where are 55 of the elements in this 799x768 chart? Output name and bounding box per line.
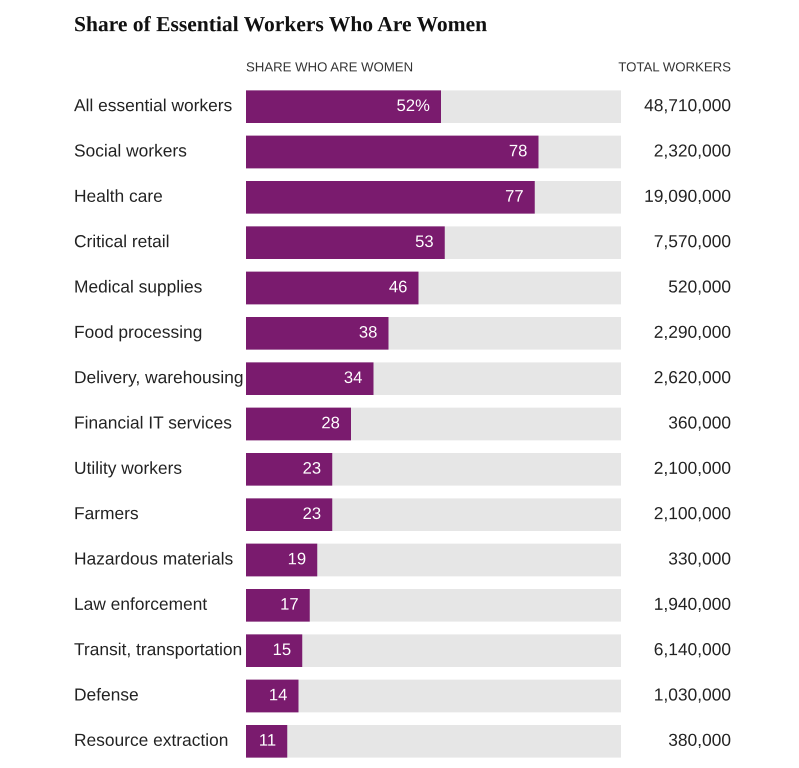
y-tick-label: Utility workers — [75, 461, 182, 478]
y-tick-label: Financial IT services — [75, 416, 232, 429]
bar — [246, 453, 332, 486]
text: 2,320,000 — [654, 144, 730, 159]
data-label: 52% — [397, 99, 430, 112]
y-tick-label: Defense — [75, 688, 138, 701]
bar — [246, 498, 332, 531]
data-label: 15 — [274, 644, 290, 656]
y-tick-label: Transit, transportation — [74, 642, 242, 659]
x-axis-title: SHARE WHO ARE WOMEN — [246, 62, 412, 72]
text: 2,620,000 — [654, 371, 730, 386]
text: 19,090,000 — [645, 190, 730, 204]
text: 7,570,000 — [654, 235, 730, 250]
data-label: 38 — [359, 326, 377, 338]
y-tick-label: Farmers — [75, 507, 138, 520]
text: 2,290,000 — [654, 326, 730, 340]
y-tick-label: Medical supplies — [75, 280, 202, 296]
chart-title: Share of Essential Workers Who Are Women — [75, 16, 487, 32]
y-tick-label: Delivery, warehousing — [75, 370, 242, 387]
y-tick-label: Food processing — [75, 325, 202, 342]
text: 330,000 — [668, 552, 730, 567]
y-tick-label: Hazardous materials — [75, 552, 233, 565]
text: 48,710,000 — [644, 99, 730, 114]
data-label: 78 — [510, 144, 527, 156]
text: 2,100,000 — [654, 462, 730, 476]
y-tick-label: Health care — [75, 189, 162, 202]
data-label: 28 — [322, 416, 340, 428]
y-tick-label: All essential workers — [74, 98, 232, 112]
data-label: 14 — [270, 688, 287, 700]
data-label: 17 — [281, 598, 298, 610]
data-label: 23 — [303, 462, 320, 474]
data-label: 23 — [303, 507, 320, 520]
y-tick-label: Law enforcement — [75, 597, 208, 610]
data-label: 53 — [416, 235, 433, 248]
data-label: 34 — [344, 371, 362, 384]
y-tick-label: Social workers — [74, 144, 186, 157]
text: TOTAL WORKERS — [618, 62, 730, 72]
data-label: 46 — [389, 280, 407, 292]
bar — [246, 544, 318, 576]
bar — [246, 589, 310, 622]
y-tick-label: Resource extraction — [75, 733, 228, 746]
text: 1,030,000 — [655, 688, 730, 703]
text: 6,140,000 — [654, 643, 730, 658]
text: 360,000 — [668, 416, 730, 431]
text: 1,940,000 — [655, 598, 730, 612]
data-label: 19 — [288, 552, 306, 564]
data-label: 11 — [260, 734, 276, 746]
text: 380,000 — [668, 734, 730, 748]
text: 2,100,000 — [654, 507, 730, 522]
data-label: 77 — [506, 190, 523, 202]
bar — [246, 680, 298, 712]
bar — [246, 634, 302, 667]
bar — [246, 725, 288, 758]
text: 520,000 — [668, 280, 730, 295]
y-tick-label: Critical retail — [74, 234, 168, 248]
